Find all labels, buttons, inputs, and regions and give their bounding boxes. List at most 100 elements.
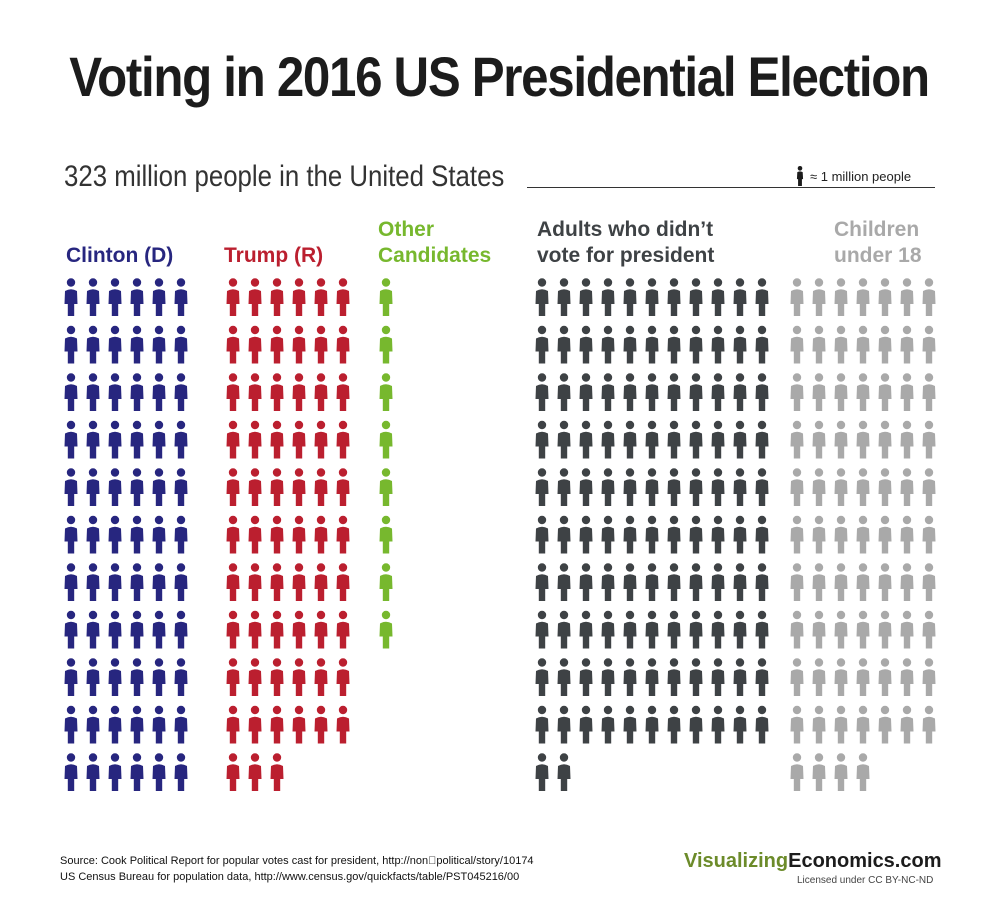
person-icon <box>557 705 571 744</box>
person-icon <box>379 278 393 316</box>
person-icon <box>667 563 681 601</box>
person-icon <box>601 420 615 459</box>
person-icon <box>711 658 725 696</box>
person-icon <box>226 420 240 459</box>
person-icon <box>557 278 571 316</box>
person-icon <box>314 325 328 364</box>
series-group-4 <box>535 278 769 791</box>
category-label-line: Adults who didn’t <box>537 218 714 241</box>
person-icon <box>856 325 870 364</box>
person-icon <box>623 278 637 316</box>
category-label-line: Children <box>834 218 920 241</box>
person-icon <box>667 278 681 316</box>
person-icon <box>336 563 350 601</box>
person-icon <box>922 278 936 316</box>
person-icon <box>226 610 240 649</box>
person-icon <box>226 373 240 411</box>
person-icon <box>226 563 240 601</box>
person-icon <box>248 563 262 601</box>
person-icon <box>579 563 593 601</box>
person-icon <box>336 373 350 411</box>
person-icon <box>64 420 78 459</box>
person-icon <box>812 325 826 364</box>
person-icon <box>64 515 78 554</box>
person-icon <box>336 705 350 744</box>
person-icon <box>86 325 100 364</box>
person-icon <box>878 325 892 364</box>
person-icon <box>108 515 122 554</box>
person-icon <box>535 515 549 554</box>
person-icon <box>174 658 188 696</box>
person-icon <box>623 515 637 554</box>
person-icon <box>878 420 892 459</box>
person-icon <box>130 610 144 649</box>
person-icon <box>667 658 681 696</box>
person-icon <box>733 658 747 696</box>
person-icon <box>579 705 593 744</box>
person-icon <box>834 278 848 316</box>
person-icon <box>130 658 144 696</box>
person-icon <box>108 705 122 744</box>
person-icon <box>856 420 870 459</box>
person-icon <box>270 563 284 601</box>
person-icon <box>336 278 350 316</box>
person-icon <box>130 373 144 411</box>
person-icon <box>689 515 703 554</box>
person-icon <box>64 373 78 411</box>
person-icon <box>152 610 166 649</box>
person-icon <box>812 563 826 601</box>
person-icon <box>174 373 188 411</box>
person-icon <box>711 468 725 506</box>
person-icon <box>535 705 549 744</box>
person-icon <box>645 468 659 506</box>
person-icon <box>292 468 306 506</box>
source-note: Source: Cook Political Report for popula… <box>60 853 534 885</box>
person-icon <box>248 705 262 744</box>
person-icon <box>834 563 848 601</box>
person-icon <box>535 420 549 459</box>
person-icon <box>108 468 122 506</box>
person-icon <box>379 373 393 411</box>
person-icon <box>812 610 826 649</box>
person-icon <box>733 610 747 649</box>
person-icon <box>64 753 78 791</box>
person-icon <box>314 610 328 649</box>
category-label-line: Trump (R) <box>224 244 324 267</box>
person-icon <box>108 278 122 316</box>
person-icon <box>108 563 122 601</box>
person-icon <box>270 658 284 696</box>
person-icon <box>689 563 703 601</box>
person-icon <box>292 658 306 696</box>
person-icon <box>557 420 571 459</box>
person-icon <box>733 515 747 554</box>
person-icon <box>645 563 659 601</box>
person-icon <box>270 373 284 411</box>
person-icon <box>336 658 350 696</box>
person-icon <box>755 705 769 744</box>
unit-legend-label: ≈ 1 million people <box>810 168 912 184</box>
person-icon <box>922 610 936 649</box>
person-icon <box>601 515 615 554</box>
person-icon <box>292 373 306 411</box>
person-icon <box>64 325 78 364</box>
person-icon <box>878 373 892 411</box>
person-icon <box>623 563 637 601</box>
person-icon <box>86 373 100 411</box>
person-icon <box>270 420 284 459</box>
person-icon <box>174 563 188 601</box>
person-icon <box>226 753 240 791</box>
person-icon <box>900 468 914 506</box>
person-icon <box>130 278 144 316</box>
person-icon <box>130 563 144 601</box>
person-icon <box>796 166 804 186</box>
person-icon <box>922 373 936 411</box>
person-icon <box>557 753 571 791</box>
person-icon <box>174 610 188 649</box>
person-icon <box>645 278 659 316</box>
person-icon <box>292 515 306 554</box>
category-label-line: Candidates <box>378 244 492 267</box>
person-icon <box>790 563 804 601</box>
chart-title: Voting in 2016 US Presidential Election <box>69 45 930 108</box>
person-icon <box>64 468 78 506</box>
